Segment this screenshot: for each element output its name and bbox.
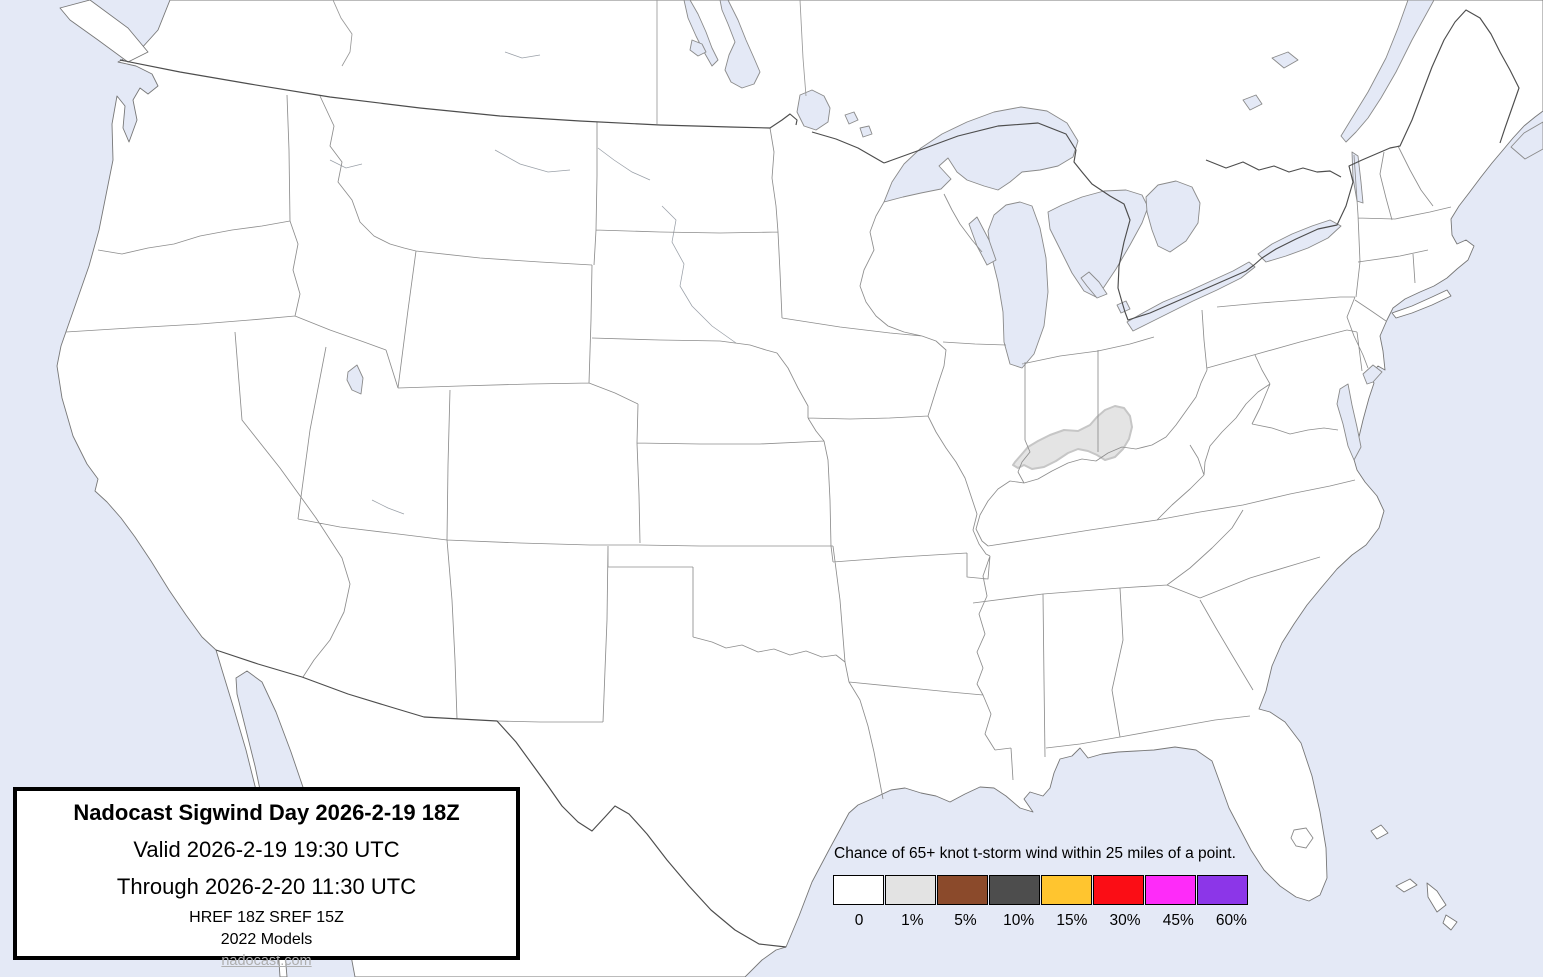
model-year: 2022 Models — [220, 931, 313, 948]
legend-swatch-1 — [885, 875, 936, 905]
canadian-lakes — [844, 51, 1299, 138]
forecast-probability-area-1pct — [1012, 405, 1133, 470]
forecast-title: Nadocast Sigwind Day 2026-2-19 18Z — [73, 800, 460, 825]
legend-swatch-30 — [1093, 875, 1144, 905]
state-borders — [65, 94, 1452, 800]
legend-swatch-15 — [1041, 875, 1092, 905]
lake-huron — [1047, 189, 1149, 298]
lake-of-the-woods — [796, 89, 831, 131]
lake-superior — [883, 106, 1079, 203]
legend-swatch-row — [833, 875, 1258, 905]
legend-swatch-45 — [1145, 875, 1196, 905]
saginaw-bay — [1080, 271, 1108, 299]
legend-swatch-10 — [989, 875, 1040, 905]
legend-label: 15% — [1056, 912, 1088, 929]
st-lawrence-river — [1340, 0, 1435, 143]
delaware-bay — [1362, 364, 1383, 385]
model-sources: HREF 18Z SREF 15Z — [189, 909, 344, 926]
legend-label: 1% — [901, 912, 924, 929]
bahamas-islands — [1370, 824, 1458, 931]
long-island — [1391, 289, 1452, 319]
legend-label-row: 0 1% 5% 10% 15% 30% 45% 60% — [833, 912, 1258, 930]
lake-manitoba — [689, 39, 707, 57]
great-lakes-and-water-features — [346, 0, 1543, 849]
lake-michigan — [987, 201, 1049, 369]
legend-label: 30% — [1109, 912, 1141, 929]
chesapeake-bay — [1336, 383, 1362, 461]
legend-label: 45% — [1162, 912, 1194, 929]
river-lines — [329, 51, 737, 515]
legend-swatch-60 — [1197, 875, 1248, 905]
lake-winnipeg — [719, 0, 761, 89]
valid-time: Valid 2026-2-19 19:30 UTC — [133, 837, 400, 862]
legend-label: 60% — [1215, 912, 1247, 929]
through-time: Through 2026-2-20 11:30 UTC — [116, 874, 417, 899]
legend-label: 10% — [1003, 912, 1035, 929]
lake-erie — [1126, 261, 1256, 332]
vancouver-island — [59, 0, 149, 63]
legend-label: 5% — [954, 912, 977, 929]
provincial-borders — [332, 0, 807, 124]
title-box: Nadocast Sigwind Day 2026-2-19 18Z Valid… — [13, 787, 520, 969]
lake-okeechobee — [1290, 827, 1314, 849]
legend-swatch-0 — [833, 875, 884, 905]
legend-label: 0 — [854, 912, 864, 929]
georgian-bay — [1145, 180, 1201, 253]
lake-winnipegosis — [683, 0, 719, 67]
website-label: nadocast.com — [221, 953, 312, 969]
probability-legend: Chance of 65+ knot t-storm wind within 2… — [833, 845, 1258, 930]
legend-caption: Chance of 65+ knot t-storm wind within 2… — [834, 845, 1236, 862]
great-salt-lake — [346, 364, 364, 395]
legend-swatch-5 — [937, 875, 988, 905]
international-borders — [119, 9, 1520, 948]
lake-ontario — [1257, 219, 1342, 263]
bay-of-fundy — [1510, 121, 1543, 160]
